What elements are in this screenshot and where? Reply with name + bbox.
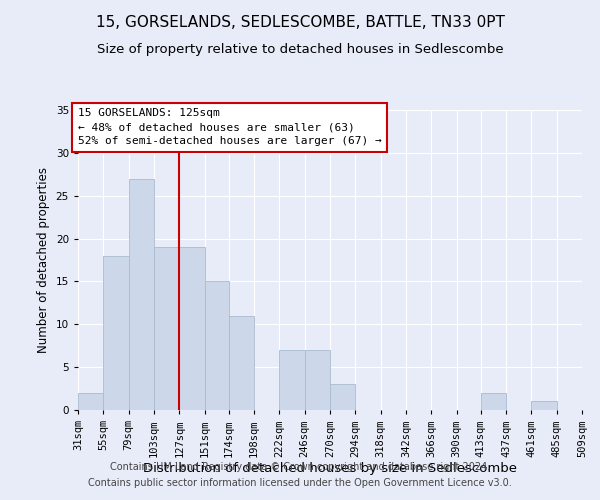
Y-axis label: Number of detached properties: Number of detached properties xyxy=(37,167,50,353)
Bar xyxy=(305,350,330,410)
Text: Contains HM Land Registry data © Crown copyright and database right 2024.: Contains HM Land Registry data © Crown c… xyxy=(110,462,490,472)
X-axis label: Distribution of detached houses by size in Sedlescombe: Distribution of detached houses by size … xyxy=(143,462,517,475)
Bar xyxy=(280,350,305,410)
Bar xyxy=(154,247,179,410)
Bar xyxy=(78,393,103,410)
Bar xyxy=(229,316,254,410)
Text: Contains public sector information licensed under the Open Government Licence v3: Contains public sector information licen… xyxy=(88,478,512,488)
Bar xyxy=(330,384,355,410)
Bar xyxy=(205,282,229,410)
Bar xyxy=(532,402,557,410)
Bar xyxy=(179,247,205,410)
Bar xyxy=(481,393,506,410)
Text: Size of property relative to detached houses in Sedlescombe: Size of property relative to detached ho… xyxy=(97,42,503,56)
Bar xyxy=(103,256,128,410)
Bar xyxy=(128,178,154,410)
Text: 15, GORSELANDS, SEDLESCOMBE, BATTLE, TN33 0PT: 15, GORSELANDS, SEDLESCOMBE, BATTLE, TN3… xyxy=(95,15,505,30)
Text: 15 GORSELANDS: 125sqm
← 48% of detached houses are smaller (63)
52% of semi-deta: 15 GORSELANDS: 125sqm ← 48% of detached … xyxy=(78,108,382,146)
